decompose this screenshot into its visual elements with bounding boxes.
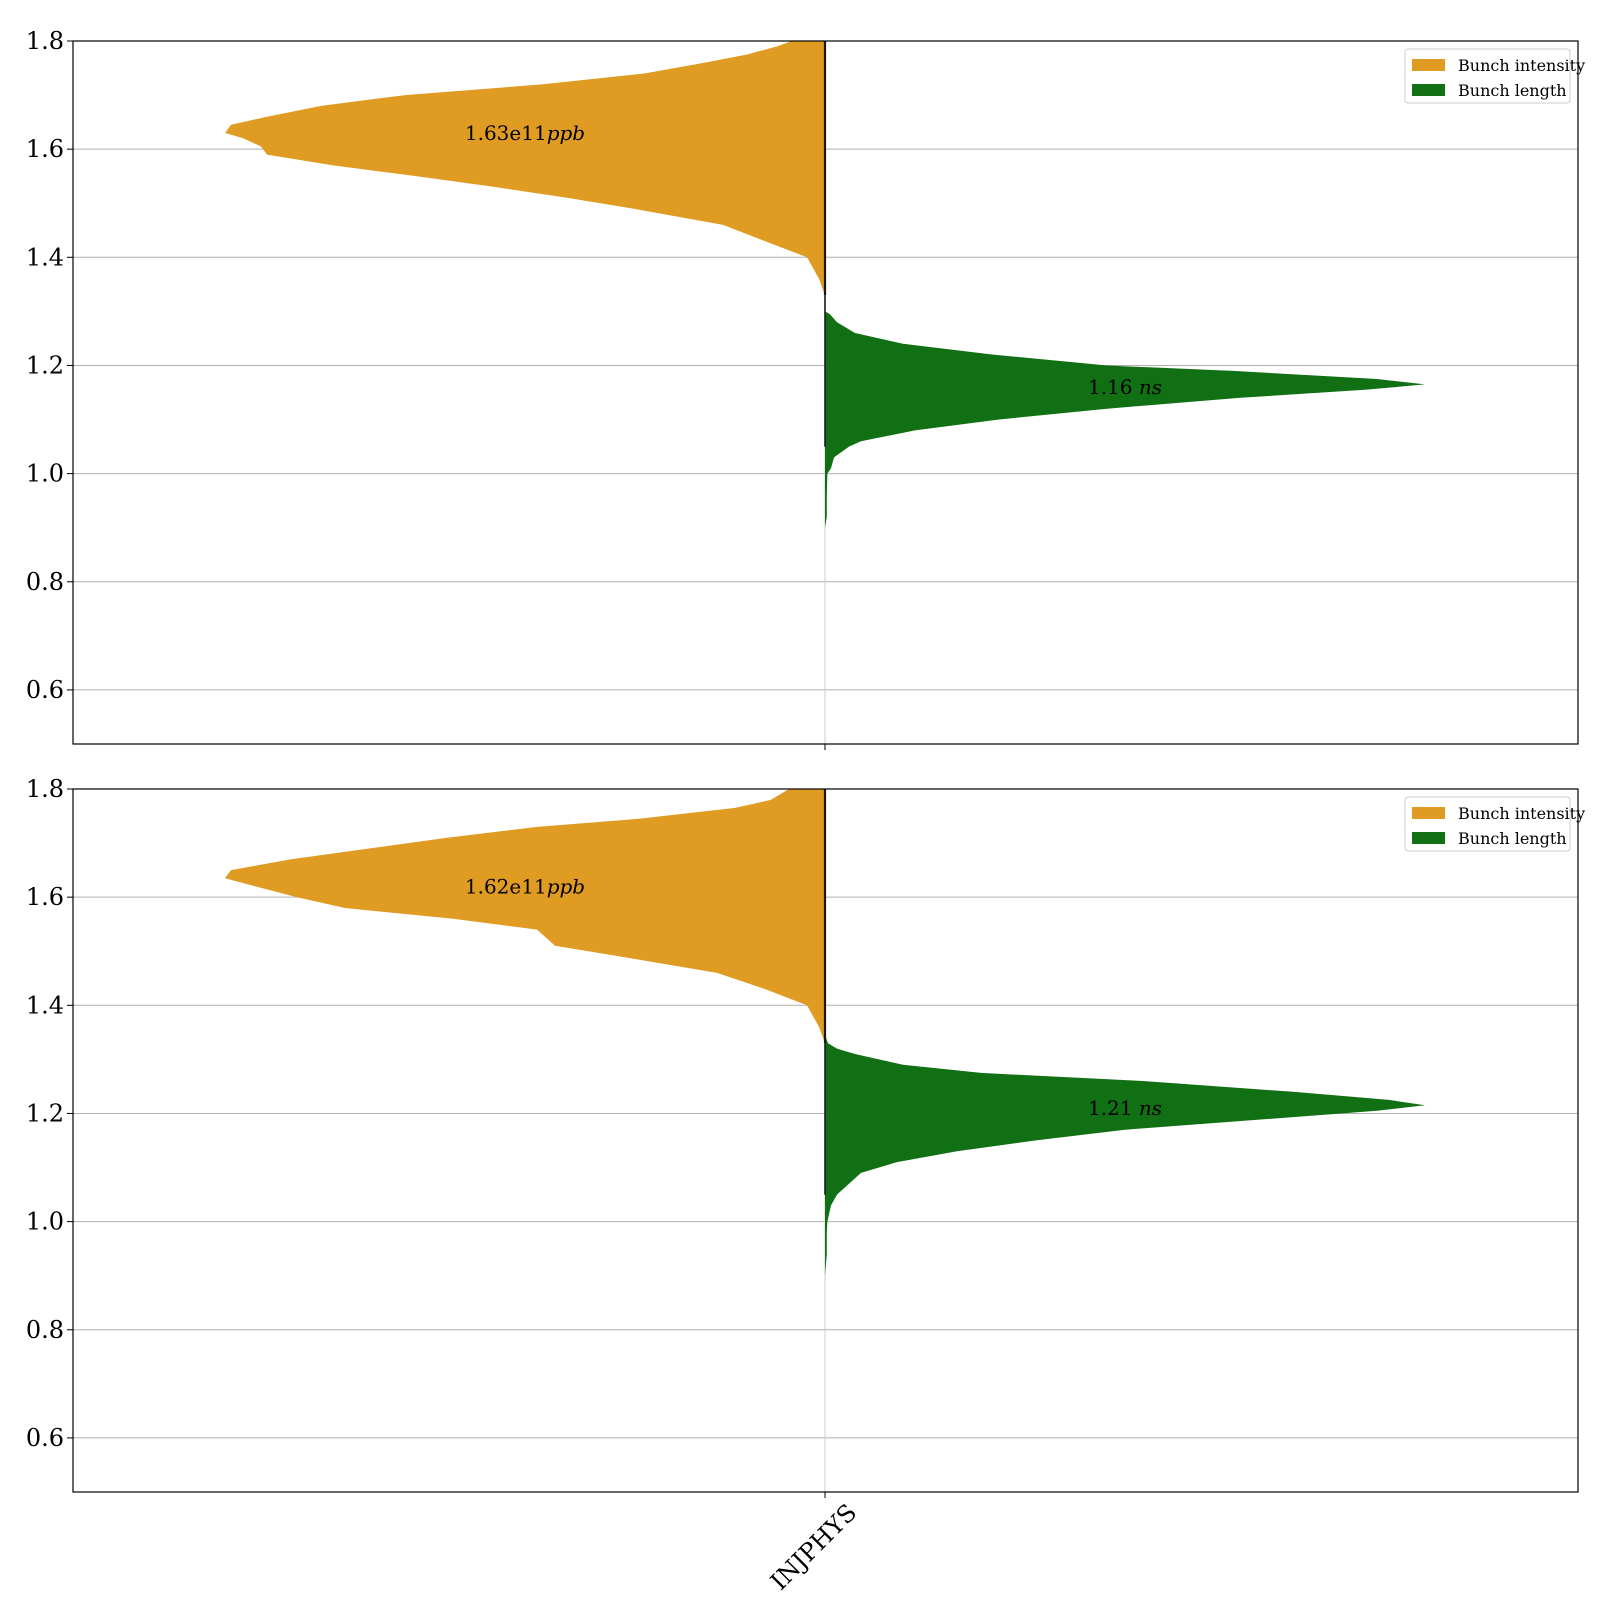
y-tick-label: 1.2 xyxy=(26,351,64,379)
legend-swatch xyxy=(1412,84,1445,96)
y-tick-label: 0.6 xyxy=(26,1424,64,1452)
violin-half-intensity xyxy=(225,789,825,1044)
legend-label: Bunch length xyxy=(1458,81,1567,100)
annotation-length: 1.21 ns xyxy=(1088,1096,1162,1120)
legend-label: Bunch intensity xyxy=(1458,56,1585,75)
annotation-intensity: 1.63e11ppb xyxy=(465,121,585,145)
legend-box xyxy=(1404,48,1571,104)
legend-swatch xyxy=(1412,832,1445,844)
legend-label: Bunch length xyxy=(1458,829,1567,848)
y-tick-label: 0.6 xyxy=(26,676,64,704)
violin-half-length xyxy=(825,1035,1425,1276)
annotation-number: 1.62e11 xyxy=(465,874,547,898)
annotation-unit: ppb xyxy=(547,121,585,145)
annotation-intensity: 1.62e11ppb xyxy=(465,874,585,898)
legend: Bunch intensity Bunch length xyxy=(1404,48,1585,104)
violin-body xyxy=(225,789,1425,1276)
y-tick-label: 1.8 xyxy=(26,775,64,803)
annotation-unit: ns xyxy=(1139,375,1162,399)
violin-panel-2: 0.6 0.8 1.0 1.2 1.4 1.6 1.8 1.62e11ppb 1.21 ns Bu… xyxy=(26,775,1585,1596)
legend-swatch xyxy=(1412,59,1445,71)
legend-swatch xyxy=(1412,807,1445,819)
annotation-length: 1.16 ns xyxy=(1088,375,1162,399)
y-tick-label: 0.8 xyxy=(26,1316,64,1344)
annotation-unit: ns xyxy=(1139,1096,1162,1120)
y-tick-label: 1.8 xyxy=(26,27,64,55)
violin-panel-1: 0.6 0.8 1.0 1.2 1.4 1.6 1.8 1.63e11ppb 1.16 ns Bu… xyxy=(26,27,1585,750)
annotation-number: 1.63e11 xyxy=(465,121,547,145)
legend: Bunch intensity Bunch length xyxy=(1404,796,1585,852)
y-tick-label: 0.8 xyxy=(26,568,64,596)
violin-half-intensity xyxy=(225,41,825,296)
annotation-number: 1.16 xyxy=(1088,375,1139,399)
legend-label: Bunch intensity xyxy=(1458,804,1585,823)
y-tick-label: 1.4 xyxy=(26,243,64,271)
y-tick-label: 1.6 xyxy=(26,883,64,911)
legend-box xyxy=(1404,796,1571,852)
y-tick-label: 1.6 xyxy=(26,135,64,163)
y-tick-label: 1.0 xyxy=(26,460,64,488)
y-tick-label: 1.2 xyxy=(26,1099,64,1127)
y-tick-label: 1.4 xyxy=(26,991,64,1019)
violin-body xyxy=(225,41,1425,528)
x-tick-label: INJPHYS xyxy=(765,1498,862,1595)
y-tick-label: 1.0 xyxy=(26,1208,64,1236)
violin-half-length xyxy=(825,311,1425,528)
annotation-number: 1.21 xyxy=(1088,1096,1139,1120)
annotation-unit: ppb xyxy=(547,874,585,898)
